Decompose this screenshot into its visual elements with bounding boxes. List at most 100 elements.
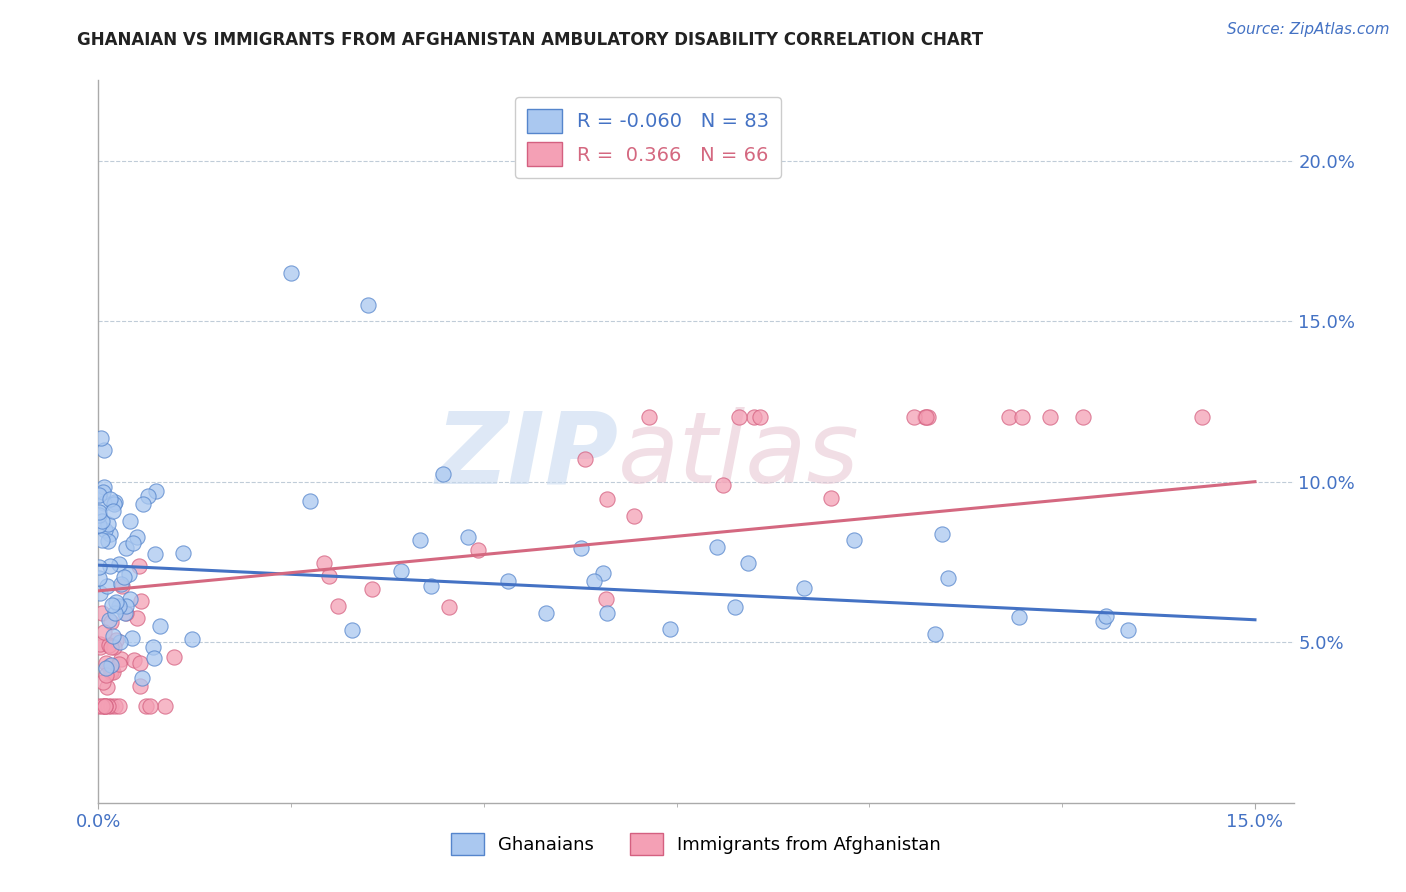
- Point: [924, 627, 946, 641]
- Point: [1116, 623, 1139, 637]
- Point: [1008, 610, 1031, 624]
- Point: [135, 699, 157, 714]
- Text: atlas: atlas: [619, 408, 860, 505]
- Point: [280, 266, 302, 280]
- Point: [94, 523, 117, 537]
- Text: GHANAIAN VS IMMIGRANTS FROM AFGHANISTAN AMBULATORY DISABILITY CORRELATION CHART: GHANAIAN VS IMMIGRANTS FROM AFGHANISTAN …: [77, 31, 983, 49]
- Point: [115, 599, 138, 613]
- Text: ZIP: ZIP: [436, 408, 619, 505]
- Point: [89, 586, 111, 600]
- Point: [114, 606, 136, 620]
- Point: [101, 598, 124, 612]
- Point: [318, 569, 340, 583]
- Point: [90, 533, 112, 548]
- Point: [574, 451, 596, 466]
- Point: [595, 492, 617, 507]
- Text: Source: ZipAtlas.com: Source: ZipAtlas.com: [1226, 22, 1389, 37]
- Point: [903, 410, 925, 425]
- Point: [104, 606, 127, 620]
- Point: [1095, 609, 1118, 624]
- Point: [103, 629, 125, 643]
- Point: [820, 491, 842, 505]
- Point: [89, 637, 111, 651]
- Point: [97, 517, 120, 532]
- Point: [89, 560, 111, 574]
- Point: [104, 494, 127, 508]
- Point: [91, 699, 114, 714]
- Point: [118, 566, 141, 581]
- Point: [114, 606, 136, 620]
- Point: [1039, 410, 1062, 425]
- Point: [1011, 410, 1033, 425]
- Point: [748, 410, 770, 425]
- Point: [108, 599, 131, 613]
- Point: [121, 632, 143, 646]
- Point: [357, 298, 380, 312]
- Point: [101, 504, 124, 518]
- Point: [727, 410, 749, 425]
- Point: [103, 640, 125, 655]
- Point: [98, 527, 121, 541]
- Point: [98, 492, 121, 507]
- Point: [103, 497, 125, 511]
- Point: [107, 657, 129, 671]
- Point: [131, 671, 153, 685]
- Point: [100, 658, 122, 673]
- Point: [844, 533, 866, 547]
- Point: [419, 579, 441, 593]
- Point: [110, 635, 132, 649]
- Point: [93, 699, 115, 714]
- Point: [132, 497, 155, 511]
- Point: [89, 699, 111, 714]
- Point: [93, 624, 115, 639]
- Point: [122, 536, 145, 550]
- Point: [793, 581, 815, 595]
- Point: [90, 431, 112, 445]
- Point: [100, 640, 122, 654]
- Point: [125, 530, 148, 544]
- Point: [98, 558, 121, 573]
- Point: [409, 533, 432, 547]
- Point: [96, 533, 118, 548]
- Point: [110, 577, 132, 591]
- Point: [914, 410, 936, 425]
- Point: [163, 650, 186, 665]
- Point: [737, 556, 759, 570]
- Point: [915, 410, 938, 425]
- Point: [498, 574, 520, 589]
- Point: [120, 514, 142, 528]
- Point: [389, 564, 412, 578]
- Point: [108, 557, 131, 571]
- Point: [298, 493, 321, 508]
- Point: [98, 638, 121, 652]
- Point: [97, 659, 120, 673]
- Point: [1091, 614, 1114, 628]
- Point: [91, 674, 114, 689]
- Point: [129, 657, 152, 671]
- Point: [938, 571, 960, 585]
- Point: [100, 615, 122, 629]
- Point: [917, 410, 939, 425]
- Point: [93, 495, 115, 509]
- Point: [1071, 410, 1094, 425]
- Point: [96, 578, 118, 592]
- Point: [172, 546, 194, 560]
- Point: [100, 699, 122, 714]
- Point: [724, 600, 747, 615]
- Point: [439, 600, 461, 615]
- Point: [87, 571, 110, 585]
- Point: [711, 478, 734, 492]
- Point: [340, 624, 363, 638]
- Point: [595, 607, 617, 621]
- Point: [659, 623, 682, 637]
- Point: [89, 508, 111, 523]
- Point: [143, 547, 166, 561]
- Point: [91, 514, 114, 528]
- Legend: Ghanaians, Immigrants from Afghanistan: Ghanaians, Immigrants from Afghanistan: [444, 826, 948, 863]
- Point: [87, 488, 110, 502]
- Point: [115, 541, 138, 555]
- Point: [623, 509, 645, 524]
- Point: [104, 595, 127, 609]
- Point: [149, 619, 172, 633]
- Point: [997, 410, 1019, 425]
